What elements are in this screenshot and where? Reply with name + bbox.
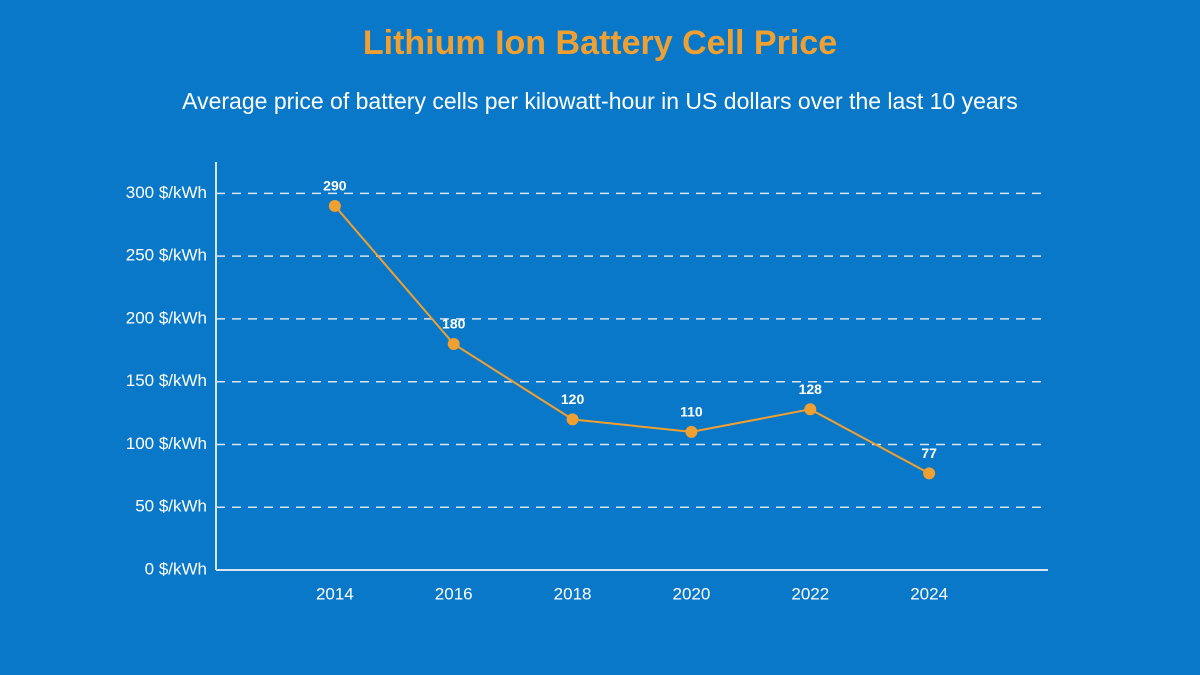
x-tick-label: 2020 (673, 584, 711, 603)
data-point (804, 403, 817, 416)
data-label: 180 (442, 316, 466, 332)
y-tick-label: 50 $/kWh (135, 497, 207, 516)
x-tick-label: 2014 (316, 584, 354, 603)
x-tick-label: 2018 (554, 584, 592, 603)
chart-subtitle: Average price of battery cells per kilow… (182, 88, 1018, 114)
data-label: 120 (561, 391, 585, 407)
y-tick-label: 0 $/kWh (145, 559, 207, 578)
data-point (923, 467, 936, 480)
data-point (328, 199, 341, 212)
data-label: 110 (680, 404, 703, 420)
data-point (447, 338, 460, 351)
x-tick-label: 2016 (435, 584, 473, 603)
y-tick-label: 300 $/kWh (126, 183, 207, 202)
x-tick-label: 2024 (910, 584, 948, 603)
data-label: 77 (921, 445, 937, 461)
chart-title: Lithium Ion Battery Cell Price (363, 24, 837, 62)
data-label: 128 (799, 381, 823, 397)
y-tick-label: 150 $/kWh (126, 371, 207, 390)
y-tick-label: 200 $/kWh (126, 308, 207, 327)
y-tick-label: 100 $/kWh (126, 434, 207, 453)
data-label: 290 (323, 178, 347, 194)
y-tick-label: 250 $/kWh (126, 246, 207, 265)
data-point (566, 413, 579, 426)
data-line (334, 205, 930, 475)
x-tick-label: 2022 (791, 584, 829, 603)
data-point (685, 425, 698, 438)
